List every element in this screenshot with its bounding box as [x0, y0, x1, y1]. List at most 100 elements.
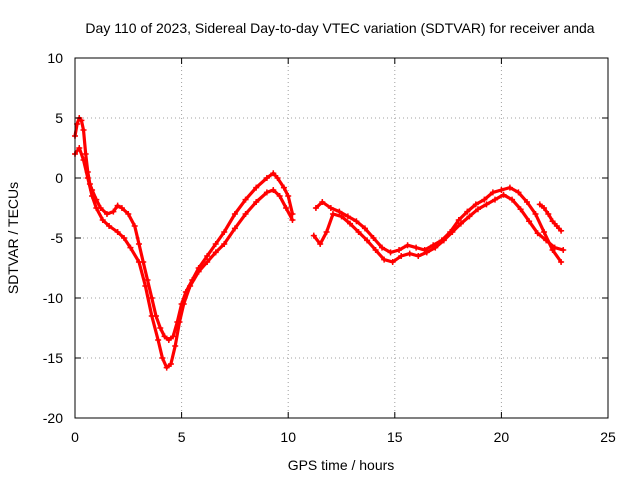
- series-line-trace-mid-lower: [312, 193, 565, 264]
- data-point: [455, 217, 462, 223]
- x-tick-label: 25: [600, 429, 616, 445]
- data-point: [221, 241, 228, 247]
- data-point: [187, 283, 194, 289]
- y-tick-label: 0: [55, 170, 63, 186]
- x-tick-label: 0: [71, 429, 79, 445]
- data-point: [82, 151, 89, 157]
- series-line-trace-mid-upper: [314, 186, 563, 264]
- data-point: [283, 205, 290, 211]
- data-point: [449, 229, 456, 235]
- data-point: [78, 117, 85, 124]
- data-point: [415, 253, 422, 259]
- data-point: [242, 211, 249, 217]
- data-point: [541, 205, 548, 211]
- data-point: [159, 355, 166, 361]
- data-point: [353, 218, 360, 225]
- data-point: [144, 277, 151, 283]
- data-point: [76, 145, 83, 151]
- data-point: [93, 205, 100, 211]
- data-point: [347, 220, 354, 227]
- y-axis-label: SDTVAR / TECUs: [5, 182, 21, 294]
- data-point: [338, 213, 345, 220]
- data-point: [118, 205, 125, 211]
- x-tick-label: 20: [494, 429, 510, 445]
- data-point: [523, 199, 530, 205]
- data-point: [489, 189, 496, 196]
- data-point: [381, 256, 388, 263]
- data-point: [212, 249, 219, 256]
- data-point: [221, 229, 228, 235]
- data-point: [80, 127, 87, 133]
- data-point: [440, 237, 447, 244]
- series-trace-lower: [72, 145, 296, 371]
- data-point: [517, 206, 524, 213]
- data-point: [534, 230, 541, 237]
- data-point: [404, 242, 411, 249]
- data-point: [110, 208, 117, 215]
- data-point: [329, 211, 336, 217]
- data-point: [336, 208, 343, 215]
- data-point: [103, 211, 110, 217]
- series-trace-mid-lower: [310, 191, 567, 265]
- data-point: [536, 201, 543, 208]
- data-point: [558, 227, 565, 234]
- data-point: [387, 249, 394, 256]
- data-point: [135, 241, 142, 247]
- plot-area: [72, 115, 567, 371]
- data-point: [242, 196, 249, 203]
- data-point: [195, 268, 202, 275]
- data-point: [125, 211, 132, 217]
- data-point: [142, 283, 149, 289]
- data-point: [364, 237, 371, 244]
- data-point: [560, 247, 567, 253]
- x-tick-label: 10: [280, 429, 296, 445]
- data-point: [457, 220, 464, 227]
- data-point: [155, 337, 162, 343]
- x-tick-label: 15: [387, 429, 403, 445]
- data-point: [127, 244, 134, 251]
- data-point: [231, 211, 238, 217]
- data-point: [526, 218, 533, 225]
- data-point: [553, 223, 560, 229]
- data-point: [481, 196, 488, 203]
- data-point: [163, 364, 170, 371]
- data-point: [317, 241, 324, 247]
- data-point: [253, 199, 260, 205]
- series-trace-late-end: [536, 201, 565, 234]
- data-point: [135, 259, 142, 265]
- data-point: [263, 175, 270, 181]
- data-point: [131, 223, 138, 229]
- data-point: [549, 218, 556, 225]
- x-axis-label: GPS time / hours: [288, 457, 395, 473]
- data-point: [319, 199, 326, 205]
- y-tick-label: -10: [43, 290, 63, 306]
- data-point: [165, 337, 172, 343]
- data-point: [541, 229, 548, 235]
- data-point: [532, 211, 539, 217]
- data-point: [327, 205, 334, 211]
- data-point: [170, 333, 177, 340]
- data-point: [172, 343, 179, 349]
- data-point: [545, 211, 552, 217]
- data-point: [180, 301, 187, 307]
- x-tick-label: 5: [178, 429, 186, 445]
- data-point: [270, 170, 277, 177]
- data-point: [99, 217, 106, 223]
- data-point: [344, 213, 351, 220]
- data-point: [361, 225, 368, 232]
- data-point: [121, 235, 128, 241]
- grid-lines: [75, 58, 608, 418]
- data-point: [423, 249, 430, 256]
- data-point: [274, 175, 281, 181]
- data-point: [472, 201, 479, 208]
- data-point: [466, 213, 473, 220]
- data-point: [114, 229, 121, 235]
- data-point: [509, 196, 516, 203]
- data-point: [413, 244, 420, 251]
- data-point: [161, 333, 168, 340]
- y-tick-label: -20: [43, 410, 63, 426]
- data-point: [231, 225, 238, 232]
- data-point: [398, 253, 405, 259]
- data-point: [483, 201, 490, 208]
